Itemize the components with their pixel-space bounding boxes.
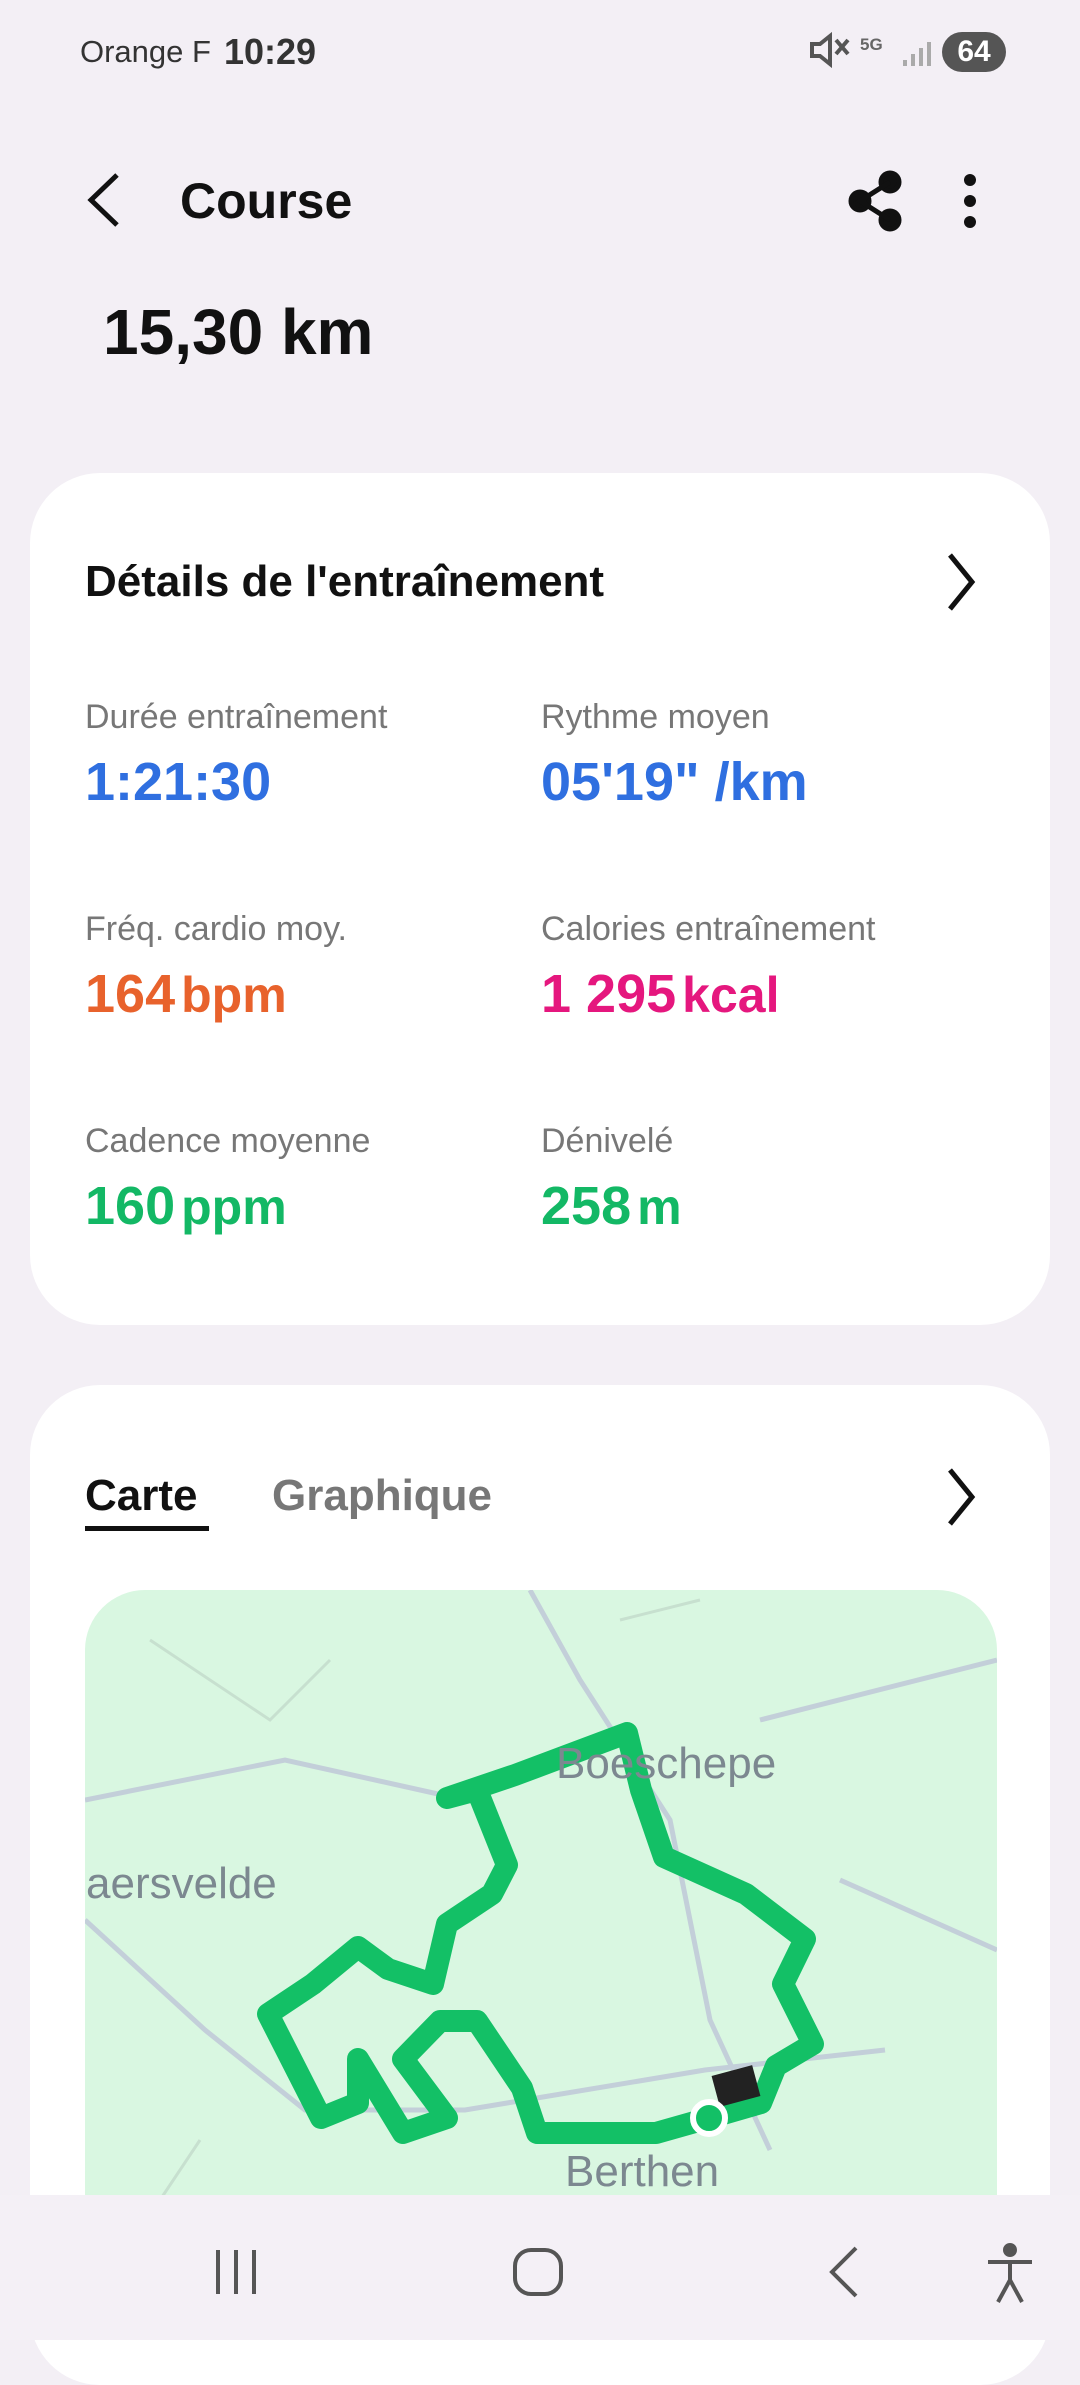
- metric: 1 295 kcal: [541, 967, 779, 1021]
- card-title: Détails de l'entraînement: [85, 557, 605, 606]
- distance: 15,30 km: [103, 296, 374, 368]
- details-card: [30, 473, 1050, 1325]
- carrier: Orange F: [80, 34, 211, 69]
- metric-unit: bpm: [181, 967, 287, 1023]
- share-button[interactable]: [848, 170, 902, 232]
- map-label: aersvelde: [86, 1859, 277, 1908]
- screen-title: Course: [180, 173, 353, 229]
- back-button[interactable]: [87, 173, 119, 227]
- metric-unit: ppm: [181, 1179, 287, 1235]
- map-label: Boeschepe: [556, 1739, 777, 1788]
- metric-value: 1:21:30: [85, 752, 272, 812]
- tab-indicator: [85, 1526, 209, 1531]
- network: 5G: [860, 35, 883, 54]
- metric: 164 bpm: [85, 967, 287, 1021]
- battery: 64: [942, 32, 1006, 72]
- metric-unit: m: [637, 1179, 682, 1235]
- nav-back-button[interactable]: [829, 2246, 858, 2298]
- clock: 10:29: [224, 31, 317, 72]
- metric-label: Calories entraînement: [541, 910, 876, 948]
- nav-bar: [0, 2195, 1080, 2340]
- metric: 05'19" /km: [541, 755, 808, 809]
- metric-value: 05'19" /km: [541, 752, 808, 812]
- map-chevron[interactable]: [948, 1468, 976, 1526]
- map-label: Berthen: [565, 2150, 720, 2193]
- home-button[interactable]: [513, 2248, 563, 2296]
- tab[interactable]: Graphique: [272, 1471, 493, 1520]
- metric-value: 258: [541, 1176, 632, 1236]
- status-icons: [810, 31, 931, 69]
- metric-label: Dénivelé: [541, 1122, 674, 1160]
- metric-label: Durée entraînement: [85, 698, 388, 736]
- more-button[interactable]: [964, 174, 976, 228]
- metric: 258 m: [541, 1179, 682, 1233]
- metric-label: Fréq. cardio moy.: [85, 910, 348, 948]
- metric: 160 ppm: [85, 1179, 287, 1233]
- metric: 1:21:30: [85, 755, 271, 809]
- recents-button[interactable]: [216, 2250, 256, 2294]
- metric-label: Rythme moyen: [541, 698, 770, 736]
- metric-unit: kcal: [682, 967, 780, 1023]
- tab[interactable]: Carte: [85, 1471, 198, 1520]
- metric-value: 160: [85, 1176, 176, 1236]
- accessibility-button[interactable]: [988, 2243, 1032, 2303]
- metric-value: 1 295: [541, 964, 677, 1024]
- details-chevron[interactable]: [948, 553, 976, 611]
- metric-label: Cadence moyenne: [85, 1122, 371, 1160]
- metric-value: 164: [85, 964, 176, 1024]
